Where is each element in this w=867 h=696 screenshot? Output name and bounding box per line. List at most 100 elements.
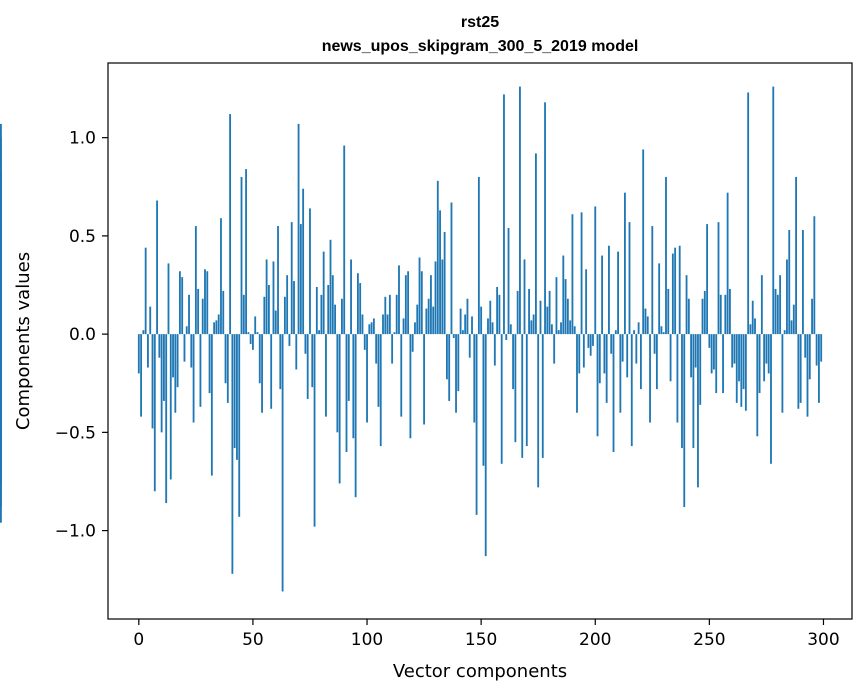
- bar: [290, 222, 293, 335]
- x-tick-label: 250: [693, 630, 725, 650]
- bar: [443, 231, 446, 335]
- y-tick-label: −1.0: [55, 522, 96, 542]
- x-tick-label: 100: [351, 630, 383, 650]
- y-axis-label: Components values: [13, 252, 34, 430]
- bar: [222, 290, 225, 335]
- bar: [811, 298, 813, 335]
- bar: [0, 334, 2, 484]
- bar: [692, 334, 695, 449]
- bar: [386, 314, 389, 335]
- bar: [270, 334, 273, 409]
- bar: [151, 334, 154, 429]
- bar: [701, 298, 704, 335]
- bar: [281, 334, 284, 592]
- bar: [676, 334, 679, 423]
- bar: [192, 334, 195, 423]
- bar: [592, 334, 594, 346]
- bar: [550, 324, 553, 335]
- x-tick-label: 150: [465, 630, 497, 650]
- bar: [617, 251, 619, 335]
- bar: [532, 314, 535, 335]
- bar: [655, 334, 658, 390]
- bar: [318, 330, 321, 335]
- bar: [245, 169, 247, 335]
- bar: [564, 279, 567, 335]
- bar: [820, 334, 823, 362]
- bar: [642, 149, 645, 335]
- bar: [265, 259, 268, 335]
- bar: [163, 334, 165, 401]
- bar: [576, 334, 578, 413]
- bar: [813, 216, 816, 335]
- bar: [379, 334, 382, 447]
- bar: [553, 334, 556, 364]
- bar: [795, 176, 797, 335]
- bar: [772, 86, 775, 335]
- bar: [404, 275, 407, 335]
- bar: [407, 271, 410, 335]
- bar: [651, 226, 654, 335]
- bar: [669, 334, 672, 382]
- bar: [491, 322, 494, 335]
- bar: [464, 314, 467, 335]
- bar: [263, 296, 266, 335]
- bar: [571, 214, 574, 335]
- bar: [557, 330, 560, 335]
- bar: [697, 334, 699, 488]
- bar: [751, 300, 754, 335]
- bar: [582, 334, 585, 368]
- bar: [569, 320, 572, 335]
- bar: [293, 281, 295, 335]
- bar: [681, 334, 683, 449]
- bar: [788, 230, 791, 335]
- bar: [368, 324, 371, 335]
- bar: [384, 296, 387, 335]
- bar: [377, 334, 380, 407]
- bar: [402, 318, 405, 335]
- bar: [176, 334, 179, 388]
- bar: [548, 290, 551, 335]
- bar: [573, 326, 576, 335]
- bar: [724, 294, 727, 335]
- bar: [521, 334, 524, 458]
- bar: [585, 269, 588, 335]
- bar: [713, 334, 715, 370]
- bar: [427, 298, 430, 335]
- bar: [578, 334, 581, 374]
- bar: [749, 324, 752, 335]
- bar: [388, 294, 391, 335]
- bar: [690, 334, 693, 378]
- bar: [434, 261, 437, 335]
- bar: [630, 334, 633, 447]
- x-tick-label: 50: [242, 630, 264, 650]
- bar: [185, 326, 188, 335]
- bar: [624, 192, 626, 335]
- bar: [137, 334, 140, 374]
- bar: [484, 334, 487, 557]
- bar: [619, 334, 622, 413]
- bar: [744, 334, 747, 411]
- bar: [194, 226, 197, 335]
- bar: [267, 285, 270, 335]
- axes-frame: [107, 62, 853, 620]
- x-axis: 0 50 100 150 200 250 300: [133, 619, 840, 650]
- bar: [482, 334, 485, 466]
- bar: [733, 334, 736, 364]
- bar: [156, 200, 158, 335]
- bar: [206, 271, 209, 335]
- bar: [288, 334, 291, 346]
- bar: [770, 334, 772, 464]
- bar: [311, 334, 314, 388]
- bar: [197, 288, 200, 335]
- bar: [208, 334, 211, 394]
- bar: [350, 259, 352, 335]
- bar: [149, 306, 152, 335]
- bar: [188, 294, 190, 335]
- bar: [167, 263, 170, 335]
- bar: [436, 180, 439, 335]
- bar: [254, 316, 257, 335]
- bar: [740, 334, 743, 407]
- bar: [315, 286, 318, 335]
- x-tick-label: 200: [579, 630, 611, 650]
- bar: [610, 334, 613, 354]
